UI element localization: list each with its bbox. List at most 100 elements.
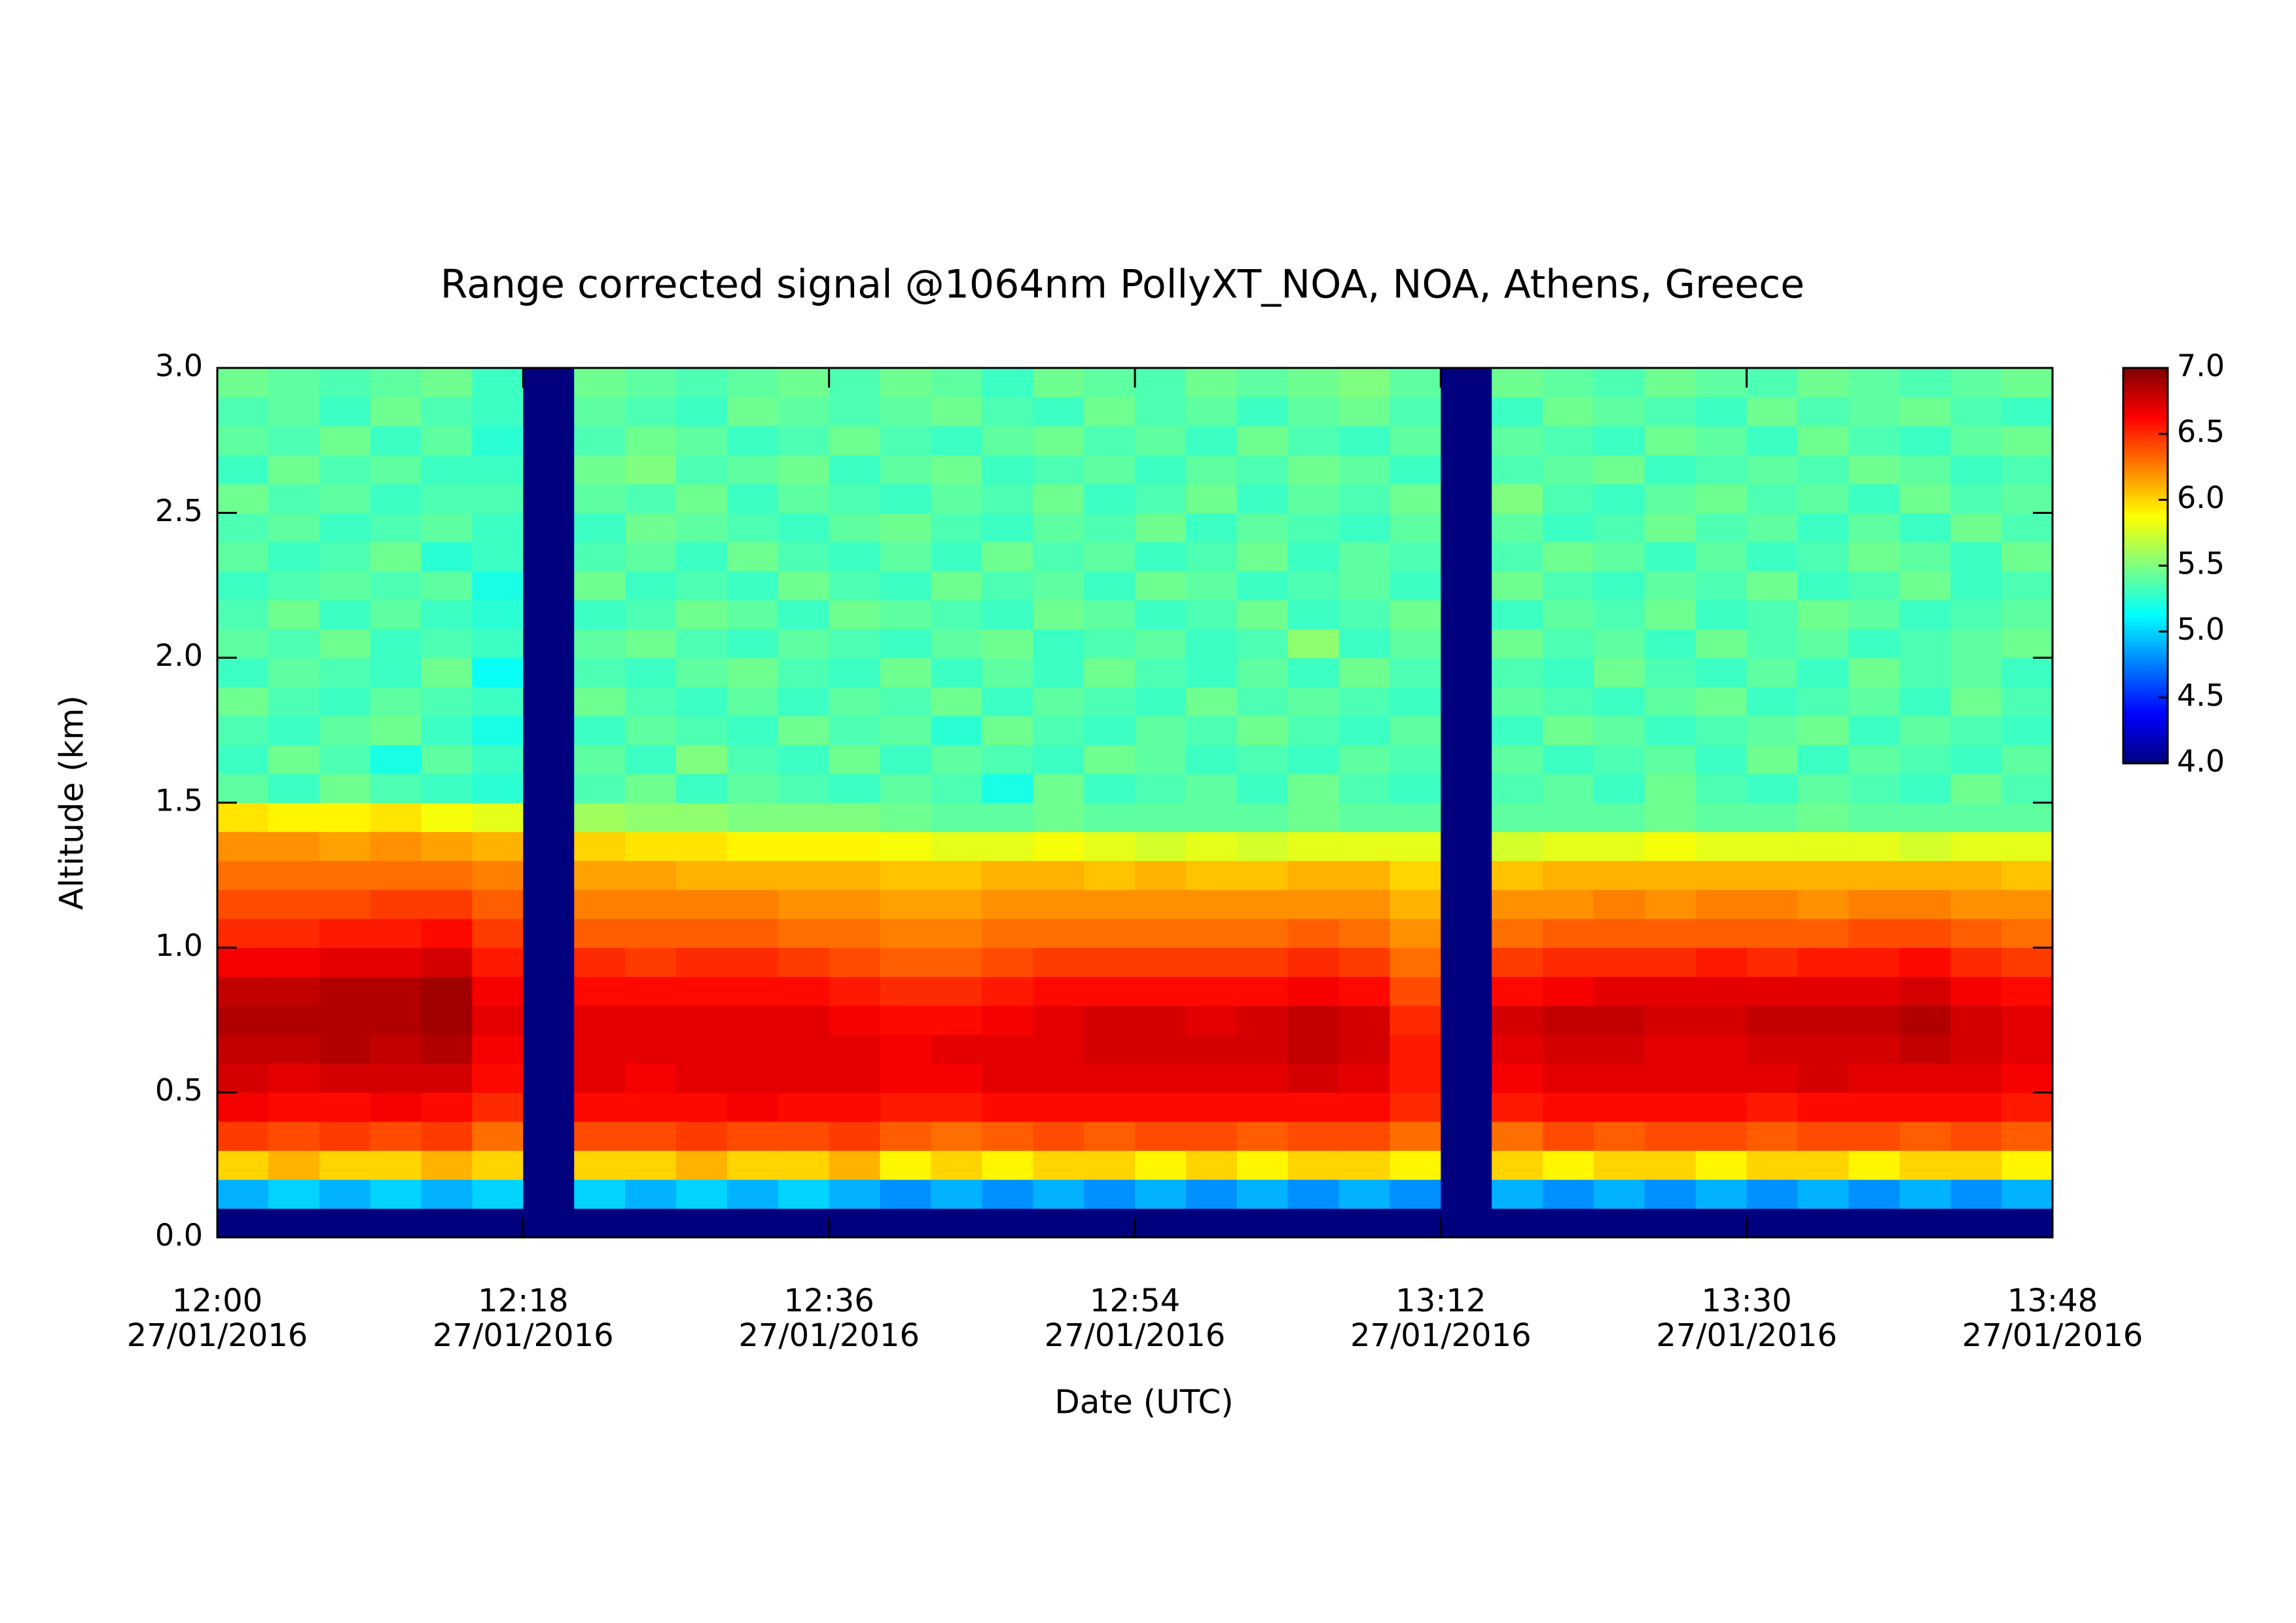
heatmap-cell [1441,976,1492,1006]
heatmap-cell [472,1179,524,1209]
heatmap-cell [1287,657,1340,687]
heatmap-cell [421,600,473,629]
heatmap-cell [1287,629,1340,659]
heatmap-cell [1033,657,1085,687]
heatmap-cell [1950,947,2002,977]
heatmap-cell [523,541,575,572]
heatmap-cell [1236,1005,1289,1035]
heatmap-cell [1236,600,1289,629]
heatmap-cell [1644,889,1696,919]
heatmap-cell [1135,889,1187,919]
heatmap-cell [472,600,524,629]
heatmap-cell [778,426,830,456]
heatmap-cell [523,484,575,513]
heatmap-cell [2001,1092,2053,1122]
heatmap-cell [1899,1034,1951,1064]
heatmap-cell [1746,686,1799,716]
heatmap-cell [319,600,371,629]
heatmap-cell [625,1034,677,1064]
heatmap-cell [523,570,575,600]
heatmap-cell [1594,657,1645,687]
heatmap-cell [1185,1121,1238,1151]
heatmap-cell [421,1150,473,1180]
heatmap-cell [1338,1179,1391,1209]
heatmap-cell [1644,513,1696,543]
heatmap-cell [829,947,881,977]
heatmap-cell [778,600,830,629]
heatmap-cell [1441,1005,1492,1035]
heatmap-cell [1797,397,1850,427]
heatmap-cell [1287,454,1340,484]
heatmap-cell [370,600,422,629]
heatmap-cell [319,1034,371,1064]
heatmap-cell [1543,629,1594,659]
heatmap-cell [1084,860,1136,890]
heatmap-cell [268,889,320,919]
heatmap-cell [1338,1034,1391,1064]
heatmap-cell [1441,947,1492,977]
heatmap-cell [778,1092,830,1122]
heatmap-cell [1644,484,1696,513]
heatmap-cell [1441,919,1492,948]
heatmap-cell [319,716,371,746]
heatmap-cell [1084,831,1136,862]
heatmap-cell [676,454,728,484]
heatmap-cell [1848,947,1900,977]
heatmap-cell [625,629,677,659]
heatmap-cell [1492,716,1543,746]
heatmap-cell [574,426,626,456]
heatmap-cell [1084,426,1136,456]
heatmap-cell [1492,629,1543,659]
heatmap-cell [523,686,575,716]
heatmap-cell [778,744,830,775]
heatmap-cell [1950,919,2002,948]
heatmap-cell [574,773,626,803]
heatmap-cell [1084,397,1136,427]
heatmap-cell [472,1063,524,1093]
heatmap-cell [1084,1005,1136,1035]
heatmap-cell [268,1005,320,1035]
heatmap-cell [1236,657,1289,687]
heatmap-cell [421,454,473,484]
heatmap-cell [1441,397,1492,427]
heatmap-cell [1441,657,1492,687]
heatmap-cell [726,368,779,397]
y-tick-label: 1.0 [155,928,203,963]
heatmap-cell [1848,629,1900,659]
heatmap-cell [880,947,932,977]
heatmap-cell [931,803,982,832]
heatmap-cell [1236,716,1289,746]
heatmap-cell [676,1063,728,1093]
heatmap-cell [1287,513,1340,543]
heatmap-cell [574,716,626,746]
heatmap-cell [1236,1034,1289,1064]
heatmap-cell [268,454,320,484]
heatmap-cell [1797,1005,1850,1035]
heatmap-cell [1441,1034,1492,1064]
heatmap-cell [574,629,626,659]
heatmap-cell [217,1208,269,1238]
heatmap-cell [268,426,320,456]
heatmap-cell [982,1121,1033,1151]
heatmap-cell [1084,541,1136,572]
heatmap-cell [829,1179,881,1209]
heatmap-cell [1950,831,2002,862]
heatmap-cell [1185,454,1238,484]
heatmap-cell [1236,1179,1289,1209]
heatmap-cell [1338,1150,1391,1180]
heatmap-cell [1441,831,1492,862]
heatmap-cell [1441,1092,1492,1122]
heatmap-cell [421,1092,473,1122]
heatmap-cell [1236,889,1289,919]
heatmap-cell [1185,426,1238,456]
heatmap-cell [829,889,881,919]
heatmap-cell [931,600,982,629]
heatmap-cell [1594,773,1645,803]
colorbar-tick-label: 4.0 [2177,744,2225,779]
heatmap-cell [1950,600,2002,629]
heatmap-cell [829,629,881,659]
heatmap-cell [676,600,728,629]
heatmap-cell [931,744,982,775]
heatmap-cell [1594,1092,1645,1122]
heatmap-cell [1644,1150,1696,1180]
